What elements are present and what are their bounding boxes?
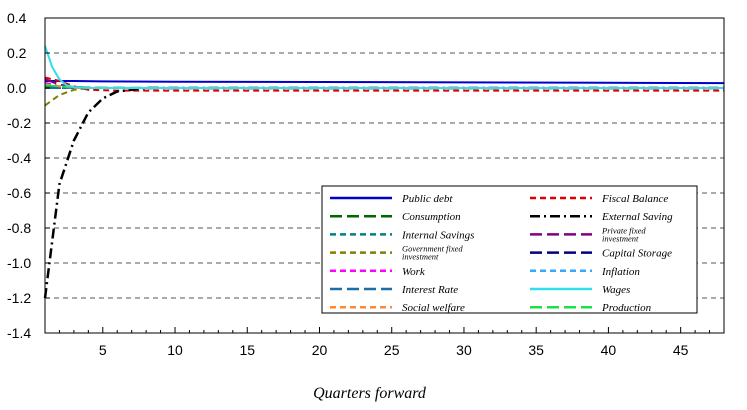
series-line-public-debt	[45, 80, 725, 85]
x-tick-label: 20	[312, 342, 328, 358]
x-tick-label: 10	[167, 342, 183, 358]
legend-label: Public debt	[401, 193, 453, 205]
plot-frame	[44, 17, 725, 334]
y-tick-label: -0.6	[7, 185, 31, 201]
legend-label: Work	[402, 266, 426, 278]
legend-label: Interest Rate	[401, 284, 458, 296]
x-axis-ticks: 5 10 15 20 25 30 35 40 45	[44, 327, 725, 358]
legend-label: Internal Savings	[401, 229, 474, 241]
legend-label: External Saving	[601, 211, 673, 223]
legend-label: Private fixed investment	[601, 225, 646, 243]
x-tick-label: 25	[384, 342, 400, 358]
y-tick-label: -1.2	[7, 290, 31, 306]
legend-label: Capital Storage	[602, 248, 672, 260]
x-tick-label: 15	[239, 342, 255, 358]
legend-label: Wages	[602, 284, 630, 296]
series-line-fiscal-balance	[44, 76, 724, 92]
legend: Public debt Fiscal Balance Consumption Exte…	[321, 185, 698, 314]
y-tick-label: -0.8	[7, 220, 31, 236]
x-tick-label: 35	[528, 342, 544, 358]
legend-box	[321, 185, 698, 314]
series-line-external-saving	[43, 86, 724, 299]
x-tick-label: 40	[601, 342, 617, 358]
legend-label: Social welfare	[402, 302, 465, 314]
legend-label: Fiscal Balance	[601, 193, 668, 205]
legend-label: Consumption	[402, 211, 461, 223]
y-tick-label: -1.0	[7, 255, 31, 271]
y-tick-label: 0.4	[7, 10, 27, 26]
x-axis-label: Quarters forward	[313, 385, 427, 402]
y-tick-label: -0.2	[7, 115, 31, 131]
legend-label: Government fixed investment	[402, 244, 463, 262]
y-tick-label: 0.2	[7, 45, 27, 61]
y-tick-label: 0.0	[7, 80, 27, 96]
y-axis-ticks: 0.4 0.2 0.0 -0.2 -0.4 -0.6 -0.8 -1.0 -1.2 -1.4	[7, 10, 50, 341]
legend-label: Production	[601, 302, 652, 314]
x-tick-label: 30	[456, 342, 472, 358]
legend-label: Inflation	[601, 266, 640, 278]
x-tick-label: 5	[99, 342, 107, 358]
y-tick-label: -1.4	[7, 325, 31, 341]
series-line-wages	[44, 45, 724, 89]
y-tick-label: -0.4	[7, 150, 31, 166]
x-tick-label: 45	[673, 342, 689, 358]
series-lines	[43, 45, 725, 299]
